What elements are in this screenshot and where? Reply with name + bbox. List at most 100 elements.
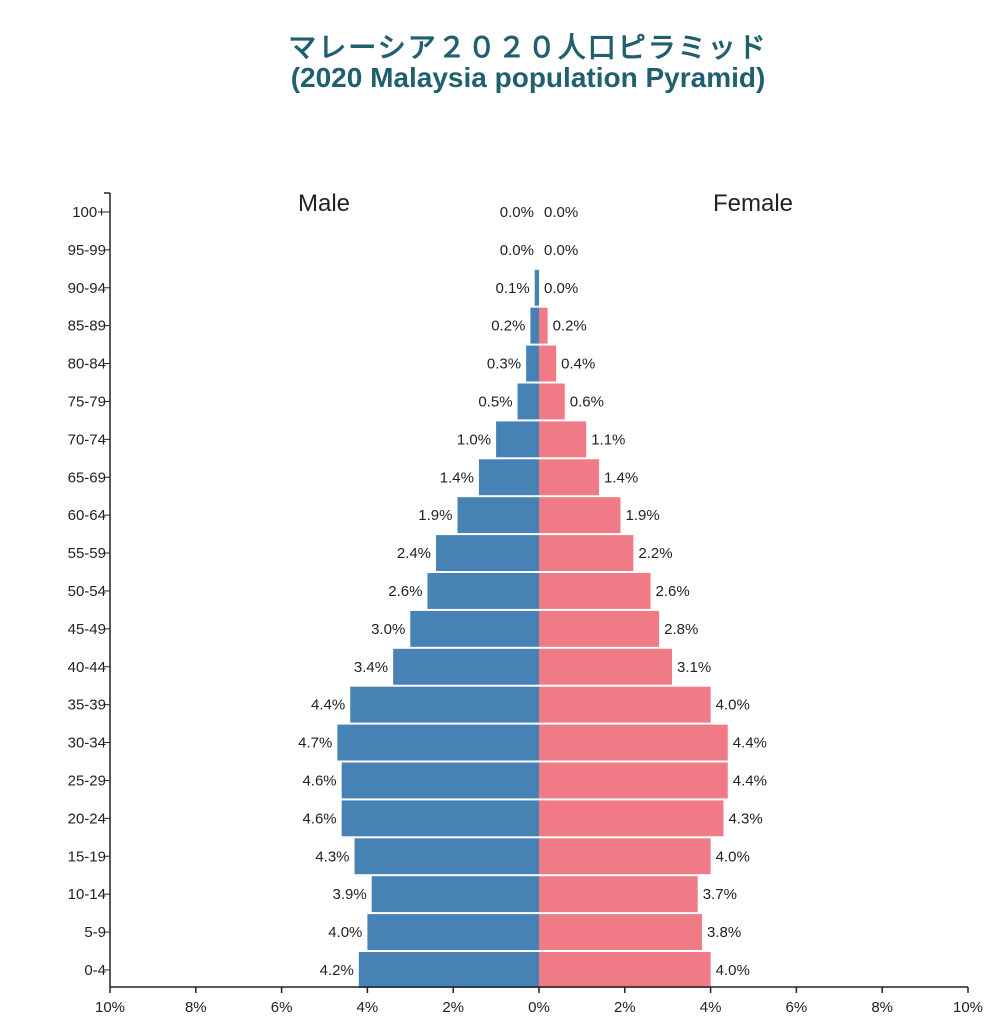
x-tick-label: 4% — [357, 999, 379, 1016]
label-male-10-14: 3.9% — [332, 886, 366, 903]
bar-male-10-14 — [371, 876, 539, 913]
y-tick-label-35-39: 35-39 — [68, 697, 106, 714]
x-tick-label: 10% — [953, 999, 983, 1016]
label-female-85-89: 0.2% — [553, 318, 587, 335]
bar-value-labels: 0.0% 0.0% 0.0% 0.0% 0.1% 0.0% 0.2% 0.2% 0.3% 0.4%… — [298, 204, 767, 979]
x-tick-label: 2% — [614, 999, 636, 1016]
x-axis: 10% 8% 6% 4% 2% 0% 2% 4% 6% 8% 10% — [95, 986, 983, 1016]
bar-male-35-39 — [350, 686, 539, 723]
x-tick-label: 2% — [442, 999, 464, 1016]
label-male-0-4: 4.2% — [320, 962, 354, 979]
y-tick-label-15-19: 15-19 — [68, 848, 106, 865]
label-male-85-89: 0.2% — [491, 318, 525, 335]
bar-female-45-49 — [539, 610, 660, 647]
y-tick-label-20-24: 20-24 — [68, 810, 106, 827]
y-tick-label-80-84: 80-84 — [68, 356, 106, 373]
female-bars — [539, 307, 728, 988]
label-male-75-79: 0.5% — [478, 393, 512, 410]
bar-female-15-19 — [539, 838, 711, 875]
y-tick-label-95-99: 95-99 — [68, 242, 106, 259]
bar-male-20-24 — [341, 800, 539, 837]
bar-male-40-44 — [393, 648, 539, 685]
bar-female-65-69 — [539, 459, 600, 496]
label-male-20-24: 4.6% — [302, 810, 336, 827]
label-male-40-44: 3.4% — [354, 659, 388, 676]
label-male-80-84: 0.3% — [487, 356, 521, 373]
label-female-35-39: 4.0% — [716, 697, 750, 714]
x-tick-label: 0% — [528, 999, 550, 1016]
label-female-100+: 0.0% — [544, 204, 578, 221]
label-male-30-34: 4.7% — [298, 735, 332, 752]
legend-male: Male — [298, 190, 350, 217]
bar-female-30-34 — [539, 724, 728, 761]
label-female-95-99: 0.0% — [544, 242, 578, 259]
label-male-100+: 0.0% — [500, 204, 534, 221]
chart-title-english: (2020 Malaysia population Pyramid) — [290, 62, 766, 93]
bar-male-75-79 — [517, 383, 539, 420]
label-male-55-59: 2.4% — [397, 545, 431, 562]
bar-male-85-89 — [530, 307, 539, 344]
bar-female-5-9 — [539, 914, 703, 950]
bar-female-20-24 — [539, 800, 724, 837]
bar-female-75-79 — [539, 383, 565, 420]
label-male-60-64: 1.9% — [418, 507, 452, 524]
bar-male-25-29 — [341, 762, 539, 799]
bar-female-55-59 — [539, 535, 634, 571]
label-male-90-94: 0.1% — [496, 280, 530, 297]
label-female-45-49: 2.8% — [664, 621, 698, 638]
bar-male-50-54 — [427, 573, 539, 609]
bar-male-5-9 — [367, 914, 539, 950]
label-male-45-49: 3.0% — [371, 621, 405, 638]
y-tick-label-55-59: 55-59 — [68, 545, 106, 562]
bar-male-60-64 — [457, 497, 539, 534]
label-male-50-54: 2.6% — [388, 583, 422, 600]
y-tick-label-70-74: 70-74 — [68, 431, 106, 448]
label-female-55-59: 2.2% — [638, 545, 672, 562]
bar-male-55-59 — [436, 535, 539, 571]
label-female-0-4: 4.0% — [716, 962, 750, 979]
x-tick-label: 4% — [700, 999, 722, 1016]
label-female-75-79: 0.6% — [570, 393, 604, 410]
label-female-80-84: 0.4% — [561, 356, 595, 373]
label-female-70-74: 1.1% — [591, 431, 625, 448]
chart-title-japanese: マレーシア２０２０人口ピラミッド — [288, 31, 768, 64]
x-tick-label: 6% — [786, 999, 808, 1016]
y-tick-label-30-34: 30-34 — [68, 735, 106, 752]
x-tick-label: 8% — [185, 999, 207, 1016]
bar-female-0-4 — [539, 952, 711, 988]
x-tick-label: 8% — [871, 999, 893, 1016]
bar-female-10-14 — [539, 876, 698, 913]
x-tick-label: 10% — [95, 999, 125, 1016]
bar-male-15-19 — [354, 838, 539, 875]
label-male-35-39: 4.4% — [311, 697, 345, 714]
bar-female-25-29 — [539, 762, 728, 799]
y-tick-label-0-4: 0-4 — [84, 962, 106, 979]
label-male-25-29: 4.6% — [302, 772, 336, 789]
x-tick-label: 6% — [271, 999, 293, 1016]
y-tick-label-25-29: 25-29 — [68, 772, 106, 789]
bar-male-30-34 — [337, 724, 539, 761]
y-tick-label-10-14: 10-14 — [68, 886, 106, 903]
label-female-90-94: 0.0% — [544, 280, 578, 297]
label-male-5-9: 4.0% — [328, 924, 362, 941]
label-female-5-9: 3.8% — [707, 924, 741, 941]
legend-female: Female — [713, 190, 793, 217]
bar-male-70-74 — [496, 421, 539, 458]
label-female-10-14: 3.7% — [703, 886, 737, 903]
bar-male-90-94 — [534, 269, 539, 306]
bar-female-50-54 — [539, 573, 651, 609]
bar-female-35-39 — [539, 686, 711, 723]
label-male-15-19: 4.3% — [315, 848, 349, 865]
bar-female-40-44 — [539, 648, 672, 685]
label-male-95-99: 0.0% — [500, 242, 534, 259]
bar-female-85-89 — [539, 307, 548, 344]
bar-female-80-84 — [539, 345, 557, 382]
y-axis: 100+ 95-99 90-94 85-89 80-84 75-79 70-74 65-69 6… — [68, 192, 111, 987]
bar-female-70-74 — [539, 421, 587, 458]
bar-male-0-4 — [358, 952, 539, 988]
bar-male-65-69 — [478, 459, 539, 496]
y-tick-label-40-44: 40-44 — [68, 659, 106, 676]
male-bars — [337, 269, 539, 988]
label-female-60-64: 1.9% — [626, 507, 660, 524]
